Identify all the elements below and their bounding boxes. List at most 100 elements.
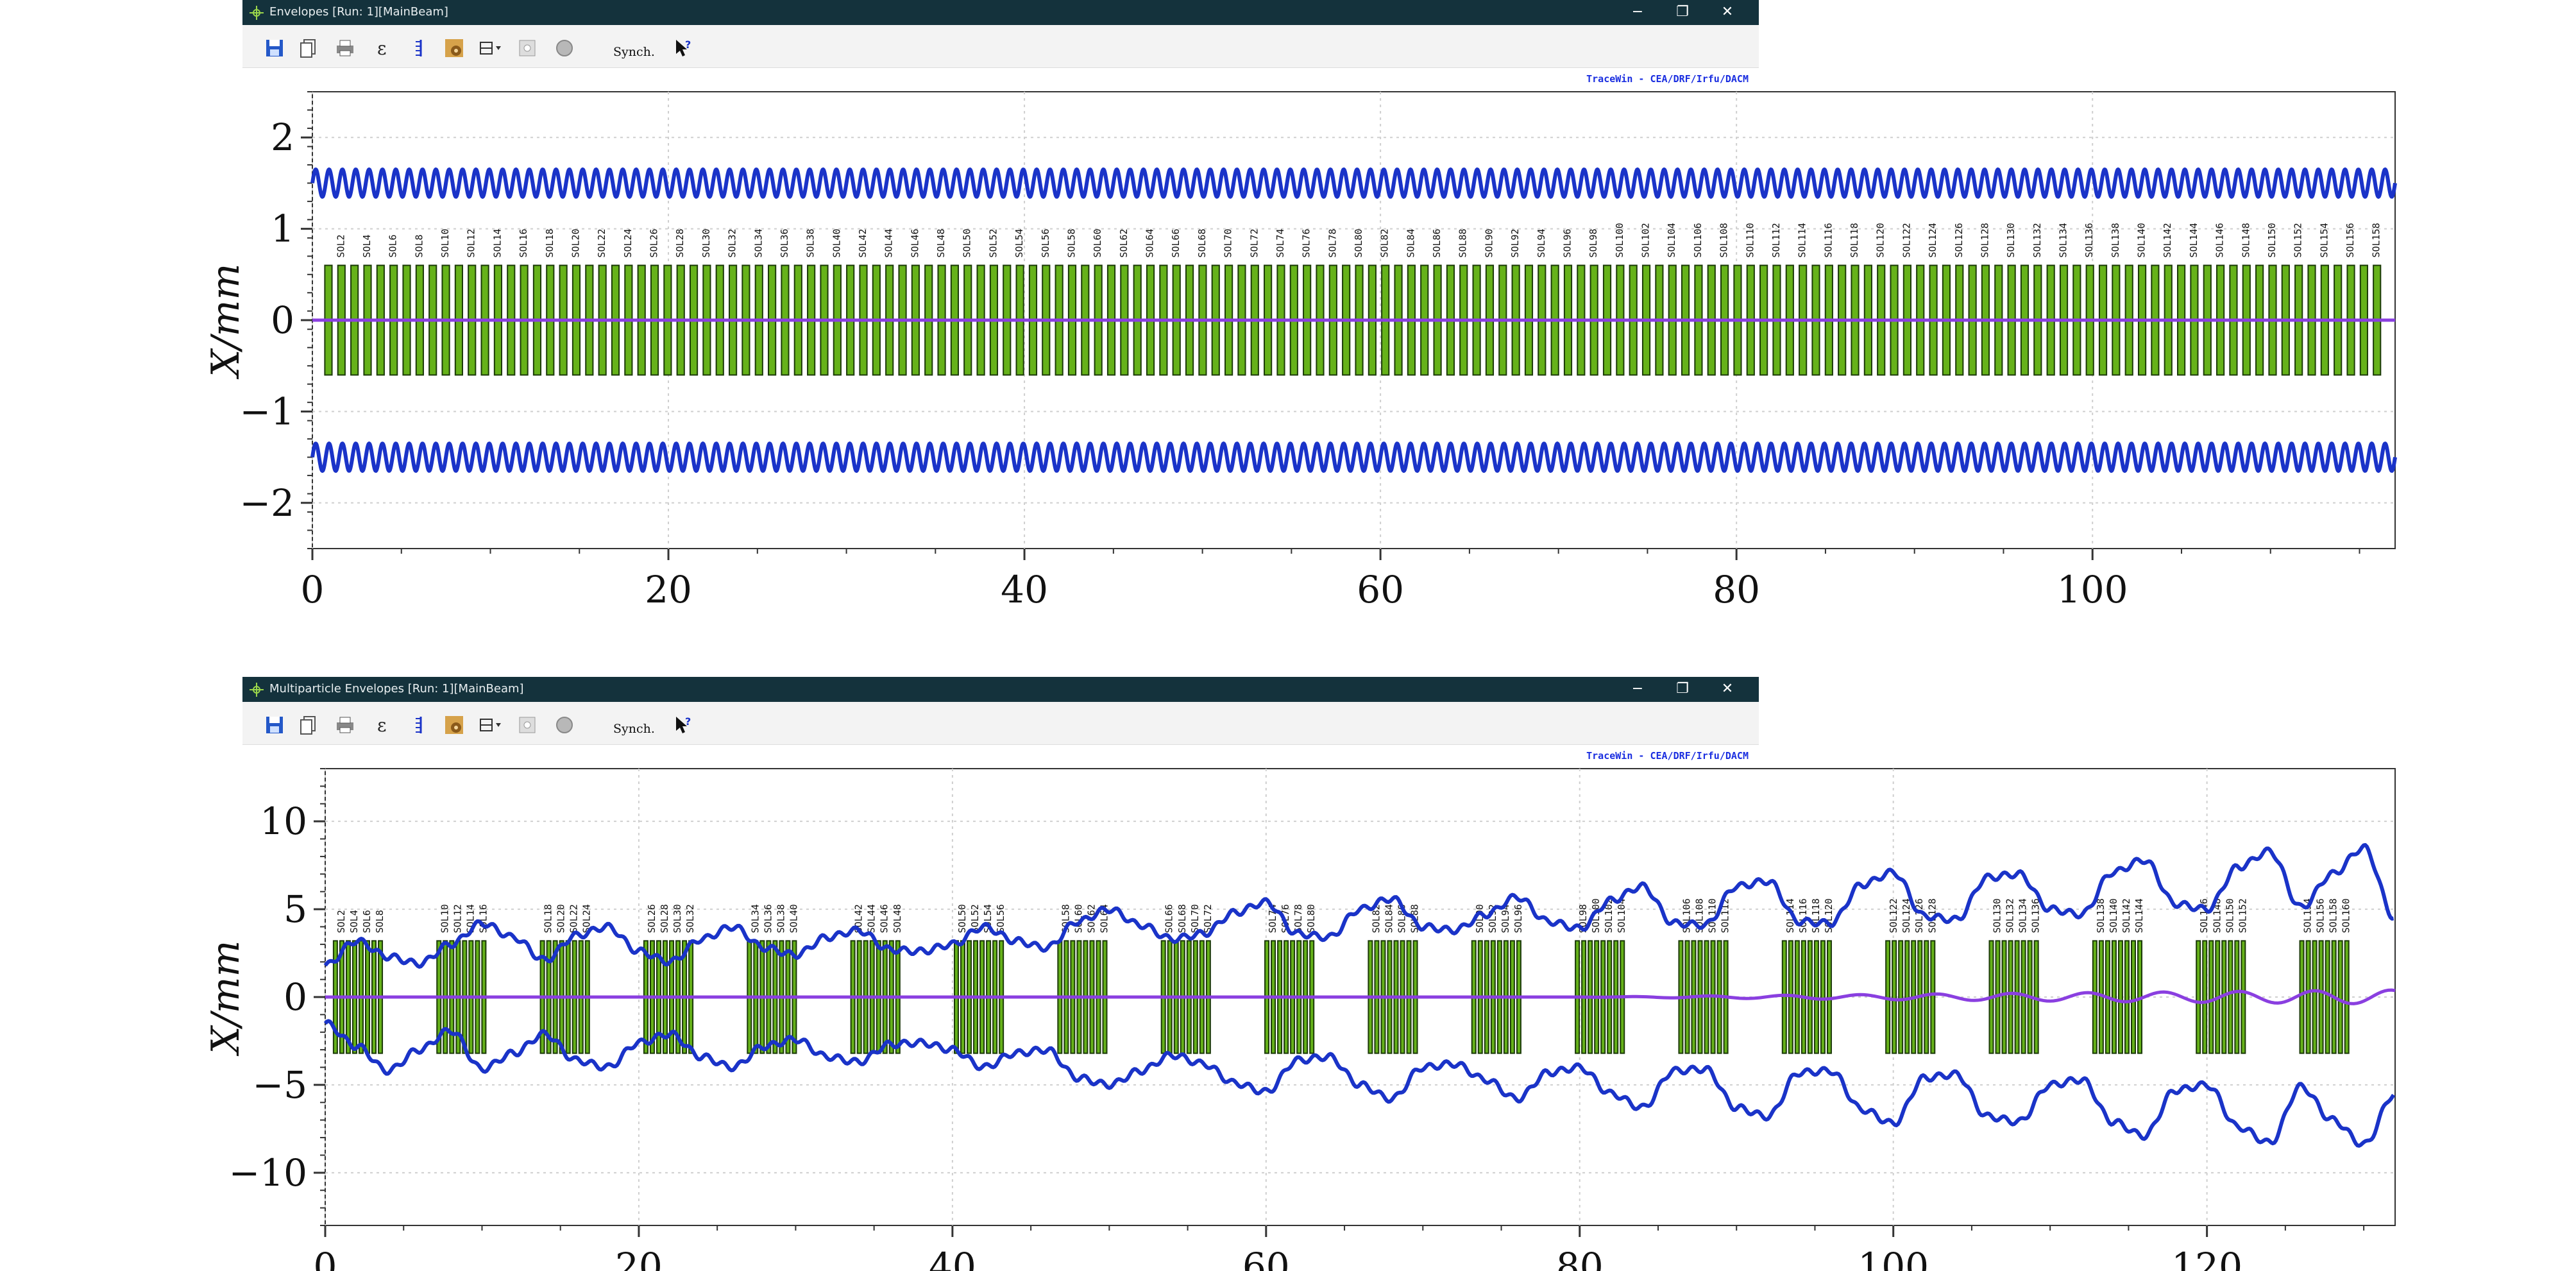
solenoid-label: SOL46 [909, 228, 920, 257]
minimize-button[interactable]: − [1631, 4, 1644, 20]
solenoid-label: SOL136 [2030, 898, 2042, 933]
solenoid-element [2117, 940, 2123, 1054]
help-pointer-icon[interactable]: ? [671, 712, 697, 738]
close-button[interactable]: ✕ [1721, 4, 1734, 20]
print-icon[interactable] [332, 35, 358, 61]
solenoid-label: SOL94 [1536, 228, 1547, 257]
window-title: Multiparticle Envelopes [Run: 1][MainBea… [269, 682, 524, 695]
zoom-reset-icon[interactable] [514, 712, 540, 738]
solenoid-label: SOL62 [1118, 228, 1130, 257]
solenoid-element [2337, 940, 2343, 1054]
y-tick-label: −1 [240, 389, 295, 433]
epsilon-icon[interactable]: ε [369, 712, 395, 738]
synch-button[interactable]: Synch. [613, 45, 655, 59]
solenoid-label: SOL6 [387, 234, 399, 257]
solenoid-label: SOL96 [1513, 904, 1524, 933]
solenoid-label: SOL112 [1770, 223, 1782, 257]
restore-button[interactable]: ❐ [1676, 4, 1689, 20]
solenoid-label: SOL88 [1457, 228, 1469, 257]
toolbar: ε Synch. ? [242, 25, 1759, 68]
synch-button[interactable]: Synch. [613, 722, 655, 736]
solenoid-label: SOL158 [2328, 898, 2339, 933]
solenoid-label: SOL10 [439, 228, 451, 257]
x-tick-label: 0 [314, 1245, 337, 1271]
circle-icon[interactable] [552, 712, 577, 738]
solenoid-label: SOL70 [1189, 904, 1201, 933]
ruler-icon[interactable] [404, 35, 430, 61]
solenoid-element [2008, 940, 2013, 1054]
title-bar[interactable]: Envelopes [Run: 1][MainBeam] − ❐ ✕ [242, 0, 1759, 25]
solenoid-label: SOL46 [879, 904, 890, 933]
help-pointer-icon[interactable]: ? [671, 35, 697, 61]
solenoid-label: SOL32 [727, 228, 738, 257]
save-icon[interactable] [262, 712, 287, 738]
solenoid-label: SOL52 [987, 228, 999, 257]
solenoid-element [2234, 940, 2240, 1054]
solenoid-label: SOL122 [1901, 223, 1912, 257]
solenoid-element [2208, 940, 2214, 1054]
solenoid-label: SOL66 [1170, 228, 1182, 257]
solenoid-label: SOL12 [466, 228, 477, 257]
svg-text:ε: ε [377, 715, 387, 735]
solenoid-label: SOL32 [684, 904, 696, 933]
solenoid-label: SOL144 [2188, 223, 2199, 257]
solenoid-label: SOL78 [1292, 904, 1304, 933]
save-icon[interactable] [262, 35, 287, 61]
title-bar[interactable]: Multiparticle Envelopes [Run: 1][MainBea… [242, 677, 1759, 702]
solenoid-label: SOL38 [775, 904, 786, 933]
solenoid-label: SOL14 [491, 228, 503, 257]
solenoid-element [1904, 940, 1910, 1054]
solenoid-label: SOL114 [1797, 223, 1808, 257]
zoom-reset-icon[interactable] [514, 35, 540, 61]
solenoid-label: SOL30 [672, 904, 683, 933]
solenoid-element [2299, 940, 2305, 1054]
solenoid-label: SOL118 [1849, 223, 1860, 257]
circle-icon[interactable] [552, 35, 577, 61]
solenoid-label: SOL8 [413, 234, 425, 257]
app-icon [250, 6, 264, 20]
envelope-upper-line [323, 842, 2394, 969]
y-tick-label: −10 [229, 1151, 307, 1195]
ruler-icon[interactable] [404, 712, 430, 738]
solenoid-label: SOL38 [805, 228, 817, 257]
solenoid-label: SOL72 [1248, 228, 1260, 257]
solenoid-element [1898, 940, 1904, 1054]
solenoid-element [2196, 940, 2201, 1054]
settings-icon[interactable] [441, 35, 467, 61]
solenoid-label: SOL116 [1822, 223, 1834, 257]
solenoid-label: SOL76 [1301, 228, 1312, 257]
layout-dropdown-icon[interactable] [479, 712, 504, 738]
settings-icon[interactable] [441, 712, 467, 738]
solenoid-label: SOL92 [1487, 904, 1498, 933]
close-button[interactable]: ✕ [1721, 681, 1734, 697]
copy-icon[interactable] [295, 35, 321, 61]
centroid-line [325, 988, 2396, 1005]
solenoid-element [2318, 940, 2324, 1054]
solenoid-label: SOL50 [956, 904, 968, 933]
solenoid-label: SOL126 [1953, 223, 1965, 257]
solenoid-label: SOL84 [1383, 904, 1394, 933]
restore-button[interactable]: ❐ [1676, 681, 1689, 697]
solenoid-label: SOL2 [335, 910, 347, 933]
copy-icon[interactable] [295, 712, 321, 738]
solenoid-label: SOL130 [2005, 223, 2017, 257]
x-tick-label: 40 [1001, 568, 1048, 611]
solenoid-label: SOL70 [1223, 228, 1234, 257]
minimize-button[interactable]: − [1631, 681, 1644, 697]
solenoid-label: SOL86 [1431, 228, 1443, 257]
solenoid-label: SOL102 [1640, 223, 1652, 257]
epsilon-icon[interactable]: ε [369, 35, 395, 61]
solenoid-label: SOL152 [2237, 898, 2248, 933]
solenoid-label: SOL80 [1305, 904, 1317, 933]
solenoid-label: SOL130 [1992, 898, 2003, 933]
solenoid-label: SOL104 [1616, 898, 1627, 933]
solenoid-label: SOL98 [1588, 228, 1599, 257]
solenoid-label: SOL16 [477, 904, 489, 933]
solenoid-label: SOL22 [596, 228, 607, 257]
solenoid-element [2021, 940, 2026, 1054]
toolbar: ε Synch. ? [242, 702, 1759, 745]
layout-dropdown-icon[interactable] [479, 35, 504, 61]
print-icon[interactable] [332, 712, 358, 738]
solenoid-label: SOL44 [866, 904, 877, 933]
